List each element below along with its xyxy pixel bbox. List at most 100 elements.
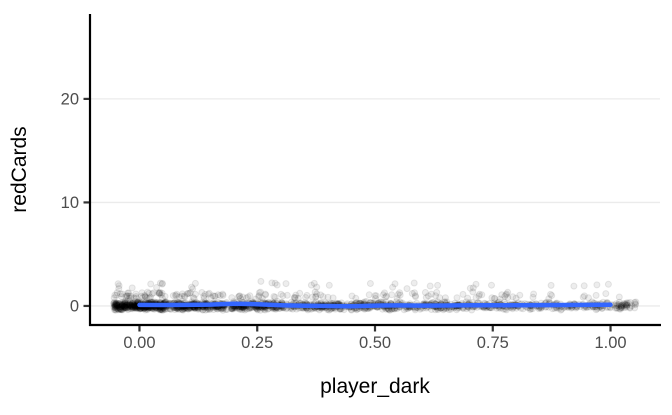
data-point [133, 305, 141, 312]
data-point [110, 301, 118, 309]
data-point [128, 303, 136, 311]
data-point [112, 299, 120, 307]
data-point [115, 305, 123, 313]
data-point [112, 300, 120, 308]
data-point [122, 300, 130, 308]
data-point [123, 292, 131, 300]
data-point [121, 299, 128, 307]
data-point [110, 300, 118, 308]
data-point [124, 304, 131, 312]
data-point [116, 301, 124, 309]
data-point [302, 294, 310, 301]
data-point [121, 304, 129, 312]
data-point [239, 293, 247, 301]
data-point [622, 301, 630, 309]
data-point [113, 289, 121, 297]
data-point [118, 300, 126, 308]
data-point [279, 292, 287, 300]
data-point [388, 291, 396, 299]
data-point [121, 300, 129, 308]
data-point [324, 293, 332, 301]
data-point [488, 281, 495, 289]
data-point [115, 300, 123, 307]
data-point [129, 303, 137, 311]
data-point [580, 292, 588, 300]
data-point [159, 306, 167, 314]
data-point [478, 291, 486, 299]
data-point [311, 288, 319, 296]
data-point [122, 304, 130, 312]
data-point [128, 284, 136, 292]
data-point [200, 292, 208, 300]
data-point [153, 284, 161, 291]
data-point [155, 289, 163, 297]
data-point [313, 283, 321, 291]
data-point [352, 294, 360, 302]
data-point [171, 291, 179, 299]
data-point [186, 289, 193, 297]
data-point [502, 291, 510, 299]
data-point [116, 305, 124, 313]
y-axis-ticks: 0 10 20 [61, 90, 89, 315]
data-point [120, 301, 127, 309]
data-point [121, 298, 129, 306]
data-point [129, 303, 137, 311]
data-point [396, 289, 404, 297]
data-point [312, 292, 320, 300]
data-point [139, 293, 147, 301]
data-point [115, 282, 123, 290]
data-point [125, 301, 133, 309]
data-point [242, 294, 250, 302]
data-point [129, 302, 137, 310]
data-point [626, 303, 634, 311]
gridlines [90, 98, 660, 307]
data-point [631, 298, 639, 306]
data-point [113, 301, 121, 309]
data-point [156, 289, 164, 297]
data-point [622, 300, 630, 308]
data-point [207, 294, 215, 302]
data-point [219, 306, 227, 314]
data-point [118, 306, 126, 314]
data-point [365, 291, 373, 299]
data-point [427, 290, 435, 298]
data-point [255, 293, 263, 301]
data-point [117, 303, 124, 311]
data-point [116, 305, 124, 313]
data-point [121, 299, 129, 307]
data-point [348, 292, 356, 300]
data-point [118, 302, 126, 309]
data-point [411, 292, 419, 300]
data-point [241, 306, 249, 314]
data-point [613, 304, 621, 312]
data-point [623, 301, 631, 309]
data-point [396, 291, 404, 299]
data-point [119, 298, 126, 306]
data-point [472, 294, 480, 302]
data-point [255, 289, 263, 297]
data-point [111, 300, 119, 308]
data-point [235, 292, 243, 300]
data-point [621, 300, 629, 308]
data-point [111, 306, 118, 314]
data-point [317, 291, 325, 299]
data-point [503, 290, 511, 298]
data-point [488, 294, 496, 302]
data-point [381, 289, 388, 297]
data-point [129, 304, 137, 311]
data-point [124, 303, 132, 311]
data-point [124, 303, 132, 311]
data-point [128, 300, 136, 308]
data-point [147, 293, 154, 301]
data-point [466, 284, 474, 292]
data-point [258, 294, 266, 302]
data-point [389, 283, 397, 291]
data-point [472, 280, 480, 288]
data-point [158, 289, 166, 297]
data-point [150, 289, 157, 297]
data-point [623, 303, 631, 311]
data-point [128, 303, 136, 311]
data-point [128, 303, 136, 311]
data-point [131, 302, 139, 310]
data-point [123, 301, 131, 309]
